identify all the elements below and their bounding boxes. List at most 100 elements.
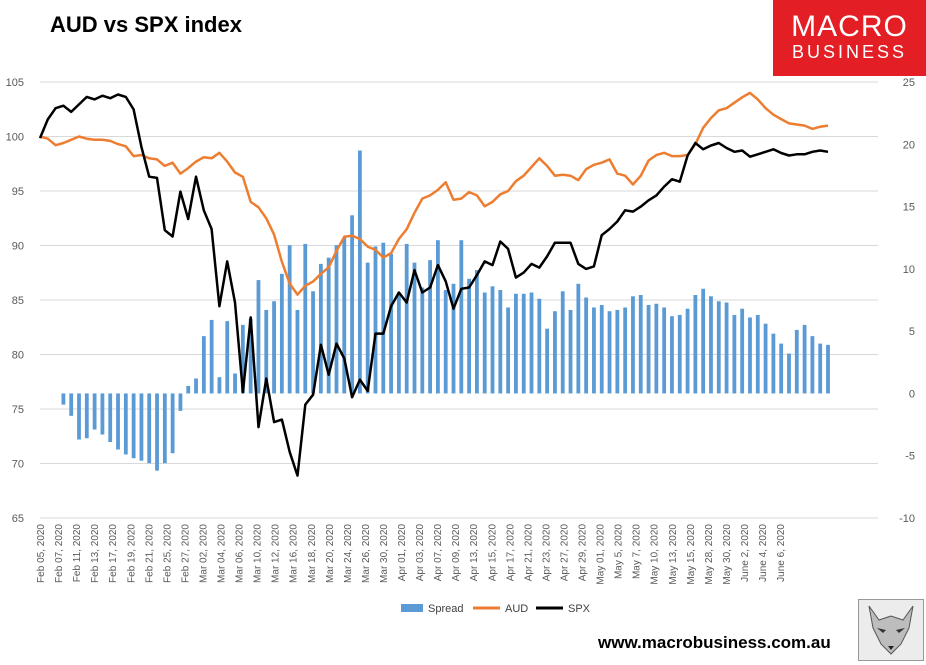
- spread-bar: [295, 309, 300, 394]
- spread-bar: [170, 393, 175, 454]
- x-tick-label: Mar 30, 2020: [379, 524, 390, 583]
- spread-bar: [256, 280, 261, 394]
- x-tick-label: Mar 06, 2020: [235, 524, 246, 583]
- x-axis-ticks: Feb 05, 2020 Feb 07, 2020 Feb 11, 2020 Feb …: [36, 524, 787, 585]
- x-tick-label: Feb 25, 2020: [162, 524, 173, 583]
- spread-bar: [186, 385, 191, 394]
- spread-bar: [77, 393, 81, 440]
- x-tick-label: Apr 03, 2020: [415, 524, 426, 582]
- spread-bar: [584, 297, 589, 394]
- spread-bar: [233, 373, 237, 394]
- spread-bar: [763, 323, 768, 394]
- spread-bar: [623, 307, 628, 394]
- spread-bar: [350, 215, 354, 394]
- spread-bar: [568, 309, 573, 394]
- spread-bar: [716, 301, 721, 394]
- right-axis-ticks: -10 -5 0 5 10 15 20 25: [899, 77, 915, 525]
- x-tick-label: Mar 04, 2020: [217, 524, 228, 583]
- spread-bar: [373, 246, 378, 394]
- spread-bar: [638, 295, 643, 394]
- x-tick-label: Apr 13, 2020: [469, 524, 480, 582]
- spread-bar: [326, 257, 331, 394]
- spread-bar: [420, 287, 425, 394]
- x-tick-label: Feb 11, 2020: [72, 524, 83, 583]
- spread-bar: [677, 314, 682, 394]
- spread-bar: [615, 309, 620, 394]
- spread-bar: [272, 301, 276, 394]
- spread-bar: [779, 343, 784, 394]
- spread-bar: [467, 278, 472, 394]
- x-tick-label: Apr 15, 2020: [487, 524, 498, 582]
- right-tick-label: 10: [903, 264, 915, 276]
- spread-bar: [396, 292, 401, 394]
- spread-bar: [248, 318, 253, 394]
- spread-bar: [84, 393, 89, 439]
- spread-bar: [732, 314, 737, 394]
- x-tick-label: Apr 17, 2020: [505, 524, 516, 582]
- x-tick-label: Apr 07, 2020: [433, 524, 444, 582]
- spread-bar: [436, 240, 440, 394]
- legend-aud-label: AUD: [505, 603, 528, 615]
- x-tick-label: Feb 07, 2020: [54, 524, 65, 583]
- right-tick-label: 20: [903, 139, 915, 151]
- spread-bar: [162, 393, 167, 464]
- spread-bar: [155, 393, 159, 471]
- spread-bar: [342, 237, 347, 394]
- left-tick-label: 105: [6, 77, 24, 89]
- spread-bar: [100, 393, 105, 435]
- x-tick-label: Apr 21, 2020: [523, 524, 534, 582]
- right-tick-label: 0: [909, 388, 915, 400]
- left-axis-ticks: 65 70 75 80 85 90 95 100 105: [6, 77, 24, 525]
- spread-bar: [475, 270, 479, 394]
- spread-bar: [560, 291, 565, 394]
- x-tick-label: Mar 18, 2020: [307, 524, 318, 583]
- x-tick-label: Apr 01, 2020: [397, 524, 408, 582]
- spread-bar: [92, 393, 97, 430]
- spread-bar: [287, 245, 292, 394]
- spread-bar: [685, 308, 690, 394]
- logo-line-2: BUSINESS: [791, 42, 908, 62]
- left-tick-label: 70: [12, 459, 24, 471]
- spread-bar: [607, 311, 612, 394]
- spread-bar: [693, 295, 698, 394]
- spread-bar: [802, 324, 807, 394]
- spread-bar: [131, 393, 136, 459]
- right-tick-label: -5: [905, 451, 915, 463]
- website-url: www.macrobusiness.com.au: [598, 633, 831, 652]
- x-tick-label: June 6, 2020: [776, 524, 787, 582]
- spread-bar: [225, 321, 230, 394]
- left-tick-label: 80: [12, 350, 24, 362]
- x-tick-label: Feb 05, 2020: [36, 524, 47, 583]
- x-tick-label: Feb 17, 2020: [108, 524, 119, 583]
- left-tick-label: 95: [12, 186, 24, 198]
- left-tick-label: 85: [12, 295, 24, 307]
- legend-spx-label: SPX: [568, 603, 591, 615]
- spread-bar: [521, 293, 526, 394]
- spread-bar: [123, 393, 128, 455]
- spread-bar: [217, 377, 222, 394]
- spread-bar: [279, 273, 284, 394]
- x-tick-label: June 4, 2020: [758, 524, 769, 582]
- spread-bar: [670, 316, 674, 394]
- left-tick-label: 100: [6, 132, 24, 144]
- spread-bar: [755, 314, 760, 394]
- spread-bar: [116, 393, 120, 450]
- spread-bars: [61, 150, 830, 471]
- spread-bar: [311, 291, 315, 394]
- x-tick-label: Mar 20, 2020: [325, 524, 336, 583]
- spread-bar: [357, 150, 362, 394]
- spread-bar: [194, 378, 198, 394]
- spread-bar: [740, 308, 745, 394]
- x-tick-label: May 13, 2020: [668, 524, 679, 585]
- right-tick-label: 25: [903, 77, 915, 89]
- aud-line: [39, 91, 829, 296]
- spread-bar: [787, 353, 791, 394]
- x-tick-label: Apr 23, 2020: [541, 524, 552, 582]
- spread-bar: [662, 307, 667, 394]
- x-tick-label: May 5, 2020: [614, 524, 625, 579]
- spread-bar: [592, 307, 596, 394]
- spread-bar: [724, 302, 729, 394]
- x-tick-label: Feb 13, 2020: [90, 524, 101, 583]
- spread-bar: [709, 296, 713, 394]
